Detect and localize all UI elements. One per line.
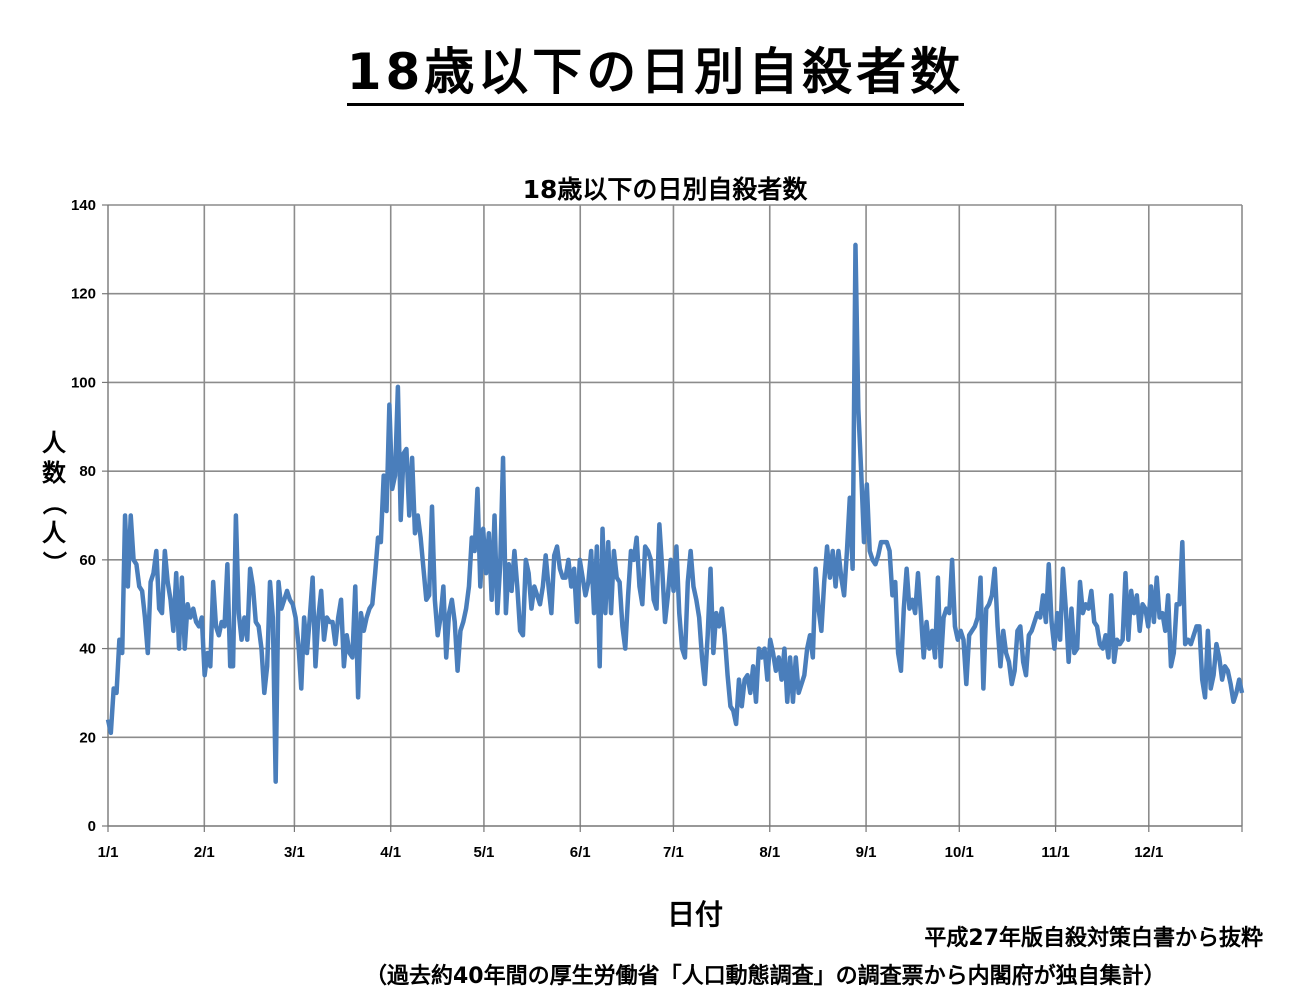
y-tick-label: 60: [79, 552, 96, 569]
y-tick-label: 0: [88, 818, 96, 835]
y-axis-label-char: （: [40, 491, 68, 515]
x-tick-label: 10/1: [945, 844, 974, 861]
y-tick-label: 40: [79, 641, 96, 658]
y-axis-label-char: 人: [42, 519, 66, 547]
y-tick-label: 140: [71, 197, 96, 214]
page-title: 18歳以下の日別自殺者数: [0, 32, 1311, 106]
x-tick-label: 9/1: [856, 844, 877, 861]
source-note: 平成27年版自殺対策白書から抜粋: [924, 926, 1263, 951]
x-tick-label: 12/1: [1134, 844, 1163, 861]
y-tick-label: 100: [71, 374, 96, 391]
y-axis-label-char: 数: [42, 459, 66, 487]
y-tick-label: 20: [79, 729, 96, 746]
x-tick-labels: 1/1 2/1 3/1 4/1 5/1 6/1 7/1 8/1 9/1 10/1 11/1 12/1: [98, 844, 1164, 861]
x-tick-label: 7/1: [663, 844, 684, 861]
y-axis-label: 人数（人）: [38, 428, 70, 578]
series-line: [105, 242, 1245, 784]
x-tick-label: 2/1: [194, 844, 215, 861]
y-tick-label: 80: [79, 463, 96, 480]
y-tick-labels: 0 20 40 60 80 100 120 140: [71, 197, 96, 835]
x-axis-label: 日付: [666, 898, 723, 931]
x-tick-label: 11/1: [1041, 844, 1069, 861]
x-tick-label: 6/1: [570, 844, 591, 861]
source-detail: （過去約40年間の厚生労働省「人口動態調査」の調査票から内閣府が独自集計）: [365, 964, 1166, 989]
x-tick-label: 5/1: [473, 844, 494, 861]
x-tick-label: 4/1: [380, 844, 401, 861]
y-axis-label-char: ）: [40, 551, 68, 575]
x-tick-label: 3/1: [284, 844, 305, 861]
chart-title: 18歳以下の日別自殺者数: [522, 175, 808, 204]
x-tick-label: 8/1: [759, 844, 780, 861]
x-tick-label: 1/1: [98, 844, 119, 861]
y-axis-label-char: 人: [42, 429, 66, 457]
y-tick-label: 120: [71, 286, 96, 303]
page-title-text: 18歳以下の日別自殺者数: [346, 43, 965, 106]
